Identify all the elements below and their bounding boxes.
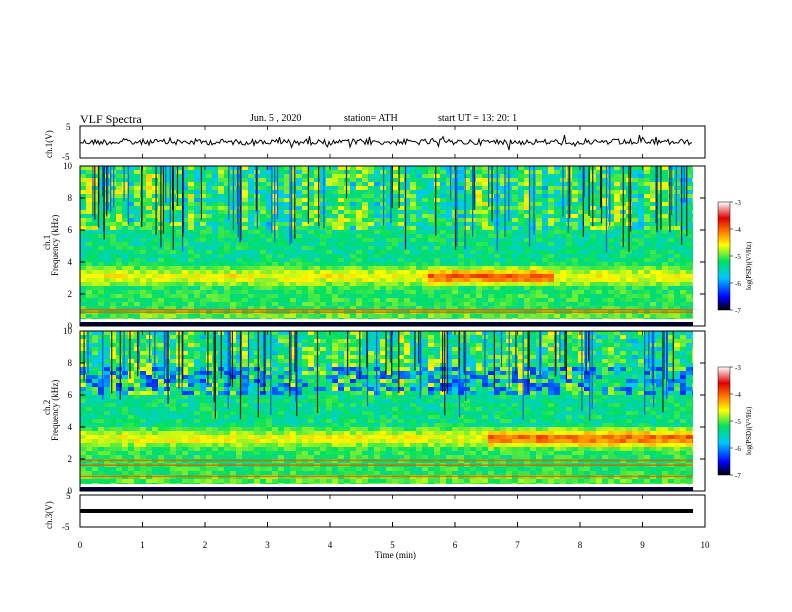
- ch2-spec-channel-label: ch.2: [42, 400, 52, 415]
- frequency-tick-label: 8: [68, 193, 73, 203]
- frequency-tick-label: 2: [68, 454, 73, 464]
- ch1-waveform-panel: 5 -5 ch.1(V): [44, 122, 706, 162]
- time-tick-label: 4: [328, 540, 333, 550]
- ch3-ytick-bottom: -5: [62, 522, 70, 532]
- figure-title: VLF Spectra: [80, 112, 142, 126]
- ch1-waveform-line: [79, 134, 692, 151]
- frequency-tick-label: 6: [68, 390, 73, 400]
- ch3-waveform-panel: 5 -5 ch.3(V) 0 1 2 3 4 5 6 7 8 9 10 Time (min): [44, 126, 710, 560]
- frequency-tick-label: 6: [68, 225, 73, 235]
- ch2-colorbar: [717, 366, 731, 476]
- station-label: station= ATH: [344, 113, 398, 124]
- ch3-ylabel: ch.3(V): [44, 501, 54, 529]
- start-time-label: start UT = 13: 20: 1: [438, 113, 518, 124]
- colorbar-tick-label: -4: [735, 391, 741, 399]
- frequency-tick-label: 0: [68, 321, 73, 331]
- ch1-colorbar: [717, 201, 731, 311]
- time-tick-label: 10: [701, 540, 711, 550]
- ch1-ytick-top: 5: [66, 122, 71, 132]
- time-tick-label: 0: [78, 540, 83, 550]
- frequency-tick-label: 10: [63, 326, 73, 336]
- colorbar-tick-label: -6: [735, 445, 741, 453]
- time-tick-label: 1: [140, 540, 145, 550]
- time-axis-ticks: 0 1 2 3 4 5 6 7 8 9 10: [78, 126, 710, 550]
- ch2-colorbar-ticks: -3 -4 -5 -6 -7: [730, 364, 741, 480]
- frequency-tick-label: 4: [68, 422, 73, 432]
- time-axis-label: Time (min): [375, 550, 416, 560]
- ch1-colorbar-ticks: -3 -4 -5 -6 -7: [730, 199, 741, 315]
- colorbar-tick-label: -3: [735, 199, 741, 207]
- time-tick-label: 9: [640, 540, 645, 550]
- ch1-ylabel: ch.1(V): [44, 130, 54, 158]
- time-tick-label: 8: [578, 540, 583, 550]
- colorbar-tick-label: -7: [735, 307, 741, 315]
- ch2-colorbar-label: log(PSD)(V²/Hz): [745, 406, 753, 455]
- ch1-spec-channel-label: ch.1: [42, 235, 52, 250]
- time-tick-label: 7: [515, 540, 520, 550]
- ch2-spectrogram-heatmap: [80, 331, 705, 492]
- time-tick-label: 5: [390, 540, 395, 550]
- ch1-ytick-bottom: -5: [62, 152, 70, 162]
- time-tick-label: 2: [203, 540, 208, 550]
- ch1-frequency-ticks: 0 2 4 6 8 10: [63, 161, 705, 331]
- frequency-tick-label: 8: [68, 358, 73, 368]
- ch2-spec-ylabel: Frequency (kHz): [50, 380, 60, 441]
- colorbar-tick-label: -3: [735, 364, 741, 372]
- colorbar-tick-label: -7: [735, 472, 741, 480]
- ch1-colorbar-label: log(PSD)(V²/Hz): [745, 241, 753, 290]
- ch1-spec-ylabel: Frequency (kHz): [50, 215, 60, 276]
- ch2-frequency-ticks: 0 2 4 6 8 10: [63, 326, 705, 496]
- colorbar-tick-label: -4: [735, 226, 741, 234]
- frequency-tick-label: 4: [68, 257, 73, 267]
- time-tick-label: 3: [265, 540, 270, 550]
- date-label: Jun. 5 , 2020: [250, 113, 302, 124]
- ch1-spectrogram-heatmap: [80, 166, 705, 327]
- ch3-ytick-top: 5: [66, 491, 71, 501]
- colorbar-tick-label: -5: [735, 418, 741, 426]
- frequency-tick-label: 10: [63, 161, 73, 171]
- frequency-tick-label: 0: [68, 486, 73, 496]
- frequency-tick-label: 2: [68, 289, 73, 299]
- colorbar-tick-label: -5: [735, 253, 741, 261]
- colorbar-tick-label: -6: [735, 280, 741, 288]
- time-tick-label: 6: [453, 540, 458, 550]
